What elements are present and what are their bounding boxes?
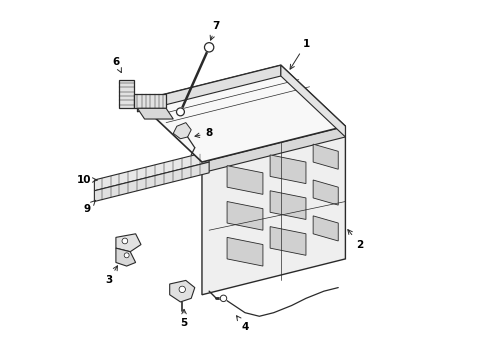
Polygon shape <box>281 65 345 137</box>
Polygon shape <box>137 65 281 112</box>
Polygon shape <box>270 155 306 184</box>
Polygon shape <box>116 248 136 266</box>
Polygon shape <box>116 234 141 252</box>
Polygon shape <box>227 166 263 194</box>
Text: 1: 1 <box>290 39 310 69</box>
Text: 6: 6 <box>112 57 122 73</box>
Text: 10: 10 <box>76 175 97 185</box>
Polygon shape <box>227 202 263 230</box>
Text: 7: 7 <box>210 21 220 40</box>
Text: 9: 9 <box>84 200 96 214</box>
Polygon shape <box>137 108 173 119</box>
Circle shape <box>122 238 128 244</box>
Circle shape <box>204 42 214 52</box>
Polygon shape <box>227 237 263 266</box>
Text: 8: 8 <box>195 129 213 138</box>
Polygon shape <box>202 126 345 295</box>
Polygon shape <box>202 126 345 173</box>
Polygon shape <box>120 80 134 108</box>
Polygon shape <box>313 216 338 241</box>
Polygon shape <box>95 151 209 191</box>
Circle shape <box>176 108 184 116</box>
Text: 3: 3 <box>105 266 118 285</box>
Polygon shape <box>173 123 191 139</box>
Polygon shape <box>270 191 306 220</box>
Polygon shape <box>270 226 306 255</box>
Text: 4: 4 <box>237 316 249 332</box>
Polygon shape <box>313 144 338 169</box>
Polygon shape <box>170 280 195 302</box>
Circle shape <box>124 253 129 258</box>
Polygon shape <box>95 162 209 202</box>
Text: 2: 2 <box>348 230 364 249</box>
Polygon shape <box>313 180 338 205</box>
Circle shape <box>220 295 227 302</box>
Text: 5: 5 <box>180 309 188 328</box>
Circle shape <box>179 286 186 293</box>
Polygon shape <box>137 65 345 162</box>
Polygon shape <box>134 94 166 108</box>
